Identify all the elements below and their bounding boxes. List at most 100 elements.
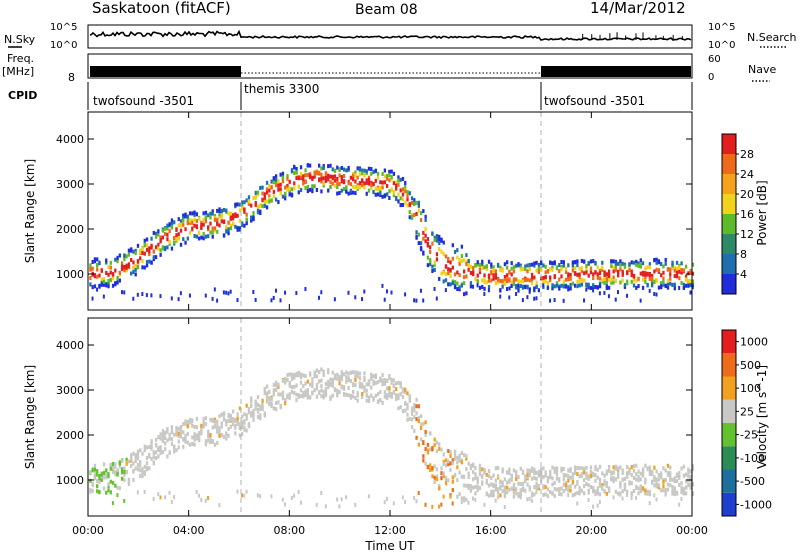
echo-cell — [583, 278, 586, 283]
echo-cell — [544, 275, 547, 280]
echo-cell — [555, 472, 559, 477]
echo-cell — [619, 492, 622, 497]
echo-cell — [406, 203, 409, 208]
echo-cell — [583, 491, 586, 496]
echo-cell — [279, 172, 282, 177]
echo-cell — [184, 240, 187, 245]
echo-cell — [370, 185, 373, 190]
echo-cell — [191, 226, 194, 231]
echo-cell — [182, 422, 185, 427]
echo-cell — [435, 474, 439, 479]
echo-cell — [229, 223, 232, 228]
echo-cell — [177, 434, 180, 439]
echo-cell — [506, 287, 509, 292]
echo-cell — [447, 478, 450, 483]
echo-cell — [684, 264, 688, 269]
echo-cell — [272, 194, 276, 199]
echo-cell — [515, 277, 518, 282]
echo-cell — [535, 486, 538, 491]
echo-cell — [632, 274, 636, 279]
echo-cell — [424, 239, 427, 244]
echo-cell — [302, 180, 305, 185]
echo-cell — [236, 202, 239, 207]
echo-cell — [583, 271, 586, 276]
echo-cell — [462, 275, 466, 280]
echo-cell — [143, 238, 146, 243]
echo-cell — [474, 262, 477, 267]
echo-cell — [204, 210, 208, 215]
echo-cell — [465, 253, 468, 258]
echo-cell — [526, 474, 529, 479]
echo-cell — [451, 265, 454, 270]
echo-cell — [413, 198, 416, 203]
colorbar-tick-label: -100 — [740, 452, 765, 465]
freq-strip-frame — [87, 53, 693, 79]
echo-cell — [555, 466, 559, 471]
echo-cell — [202, 231, 205, 236]
echo-cell — [594, 270, 597, 275]
echo-cell — [419, 218, 423, 223]
echo-cell — [338, 190, 341, 195]
echo-cell — [537, 469, 541, 474]
echo-cell — [222, 219, 226, 224]
echo-cell — [419, 414, 423, 419]
echo-cell — [657, 260, 661, 265]
echo-cell — [465, 274, 468, 279]
echo-cell — [134, 453, 137, 458]
echo-cell — [361, 383, 364, 388]
echo-cell — [519, 488, 522, 493]
echo-cell — [433, 437, 436, 442]
echo-cell — [512, 490, 515, 495]
echo-cell — [374, 381, 377, 386]
echo-cell — [268, 389, 271, 394]
echo-cell — [637, 263, 640, 268]
echo-cell — [621, 278, 624, 283]
echo-cell — [222, 411, 226, 416]
echo-cell — [222, 434, 226, 439]
echo-cell — [125, 254, 128, 259]
echo-cell — [293, 373, 296, 378]
echo-cell — [503, 477, 507, 482]
echo-cell — [93, 259, 97, 264]
echo-cell — [483, 286, 486, 291]
echo-cell — [261, 400, 264, 405]
echo-cell — [139, 473, 142, 478]
echo-cell — [284, 398, 287, 403]
echo-cell — [417, 200, 420, 205]
echo-cell — [279, 182, 282, 187]
echo-cell — [114, 462, 117, 467]
echo-cell — [551, 283, 554, 288]
echo-cell — [274, 387, 278, 392]
echo-cell — [145, 237, 149, 242]
echo-cell — [404, 387, 407, 392]
echo-cell — [157, 435, 160, 440]
echo-cell — [404, 408, 407, 413]
echo-cell — [528, 473, 531, 478]
echo-cell — [365, 169, 368, 174]
echo-cell — [327, 383, 330, 388]
echo-cell — [252, 408, 255, 413]
echo-cell — [580, 269, 584, 274]
echo-cell — [404, 401, 407, 406]
echo-cell — [689, 290, 692, 295]
echo-cell — [508, 471, 511, 476]
echo-cell — [526, 472, 529, 477]
echo-cell — [259, 416, 262, 421]
echo-cell — [440, 466, 443, 471]
echo-cell — [227, 291, 230, 296]
echo-cell — [415, 411, 418, 416]
echo-cell — [653, 465, 656, 470]
echo-cell — [598, 276, 602, 281]
echo-cell — [413, 298, 416, 303]
echo-cell — [132, 451, 135, 456]
echo-cell — [691, 279, 695, 284]
echo-cell — [340, 370, 343, 375]
echo-cell — [494, 269, 497, 274]
echo-cell — [490, 262, 493, 267]
echo-cell — [336, 497, 339, 502]
echo-cell — [245, 403, 248, 408]
echo-cell — [186, 236, 189, 241]
echo-cell — [195, 489, 198, 494]
echo-cell — [320, 290, 323, 295]
echo-cell — [231, 409, 235, 414]
